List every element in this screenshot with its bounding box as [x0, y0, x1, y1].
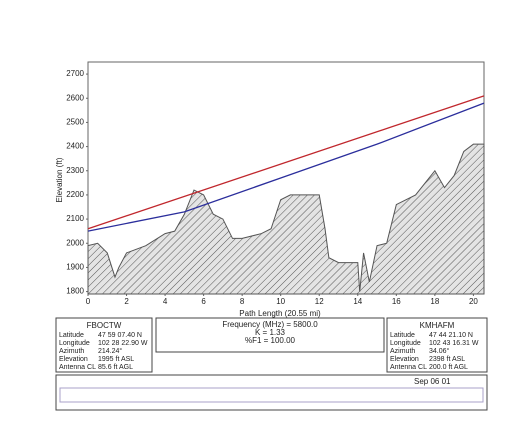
field-value: 1995 ft ASL [98, 356, 134, 363]
x-tick-label: 14 [353, 297, 362, 306]
y-tick-label: 2600 [66, 93, 84, 102]
x-tick-label: 18 [430, 297, 439, 306]
terrain [87, 143, 485, 295]
x-tick-label: 6 [201, 297, 206, 306]
field-value: 214.24° [98, 347, 122, 355]
field-value: 85.6 ft AGL [98, 364, 133, 371]
x-tick-label: 20 [469, 297, 478, 306]
y-tick-label: 2200 [66, 190, 84, 199]
y-tick-label: 2300 [66, 166, 84, 175]
y-tick-label: 2500 [66, 118, 84, 127]
field-value: 47 44 21.10 N [429, 332, 473, 339]
x-axis-label: Path Length (20.55 mi) [239, 309, 321, 318]
y-axis-label: Elevation (ft) [55, 157, 64, 202]
field-value: 102 28 22.90 W [98, 340, 148, 347]
line [87, 102, 485, 232]
site-name: KMHAFM [420, 321, 455, 330]
y-tick-label: 1800 [66, 287, 84, 296]
x-tick-label: 16 [392, 297, 401, 306]
x-tick-label: 2 [124, 297, 129, 306]
field-value: 34.06° [429, 347, 450, 355]
radio-line: %F1 = 100.00 [245, 336, 296, 345]
y-tick-label: 1900 [66, 263, 84, 272]
x-tick-label: 8 [240, 297, 245, 306]
field-value: 102 43 16.31 W [429, 340, 479, 347]
date: Sep 06 01 [414, 377, 451, 386]
radio-box [155, 317, 385, 353]
field-label: Longitude [390, 340, 421, 347]
field-label: Elevation [390, 356, 419, 363]
y-tick-label: 2000 [66, 238, 84, 247]
y-tick-label: 2100 [66, 214, 84, 223]
field-value: 47 59 07.40 N [98, 332, 142, 339]
field-label: Longitude [59, 340, 90, 347]
footer-bar [59, 387, 484, 403]
field-value: 200.0 ft AGL [429, 364, 468, 371]
field-label: Azimuth [390, 348, 415, 355]
y-tick-label: 2400 [66, 142, 84, 151]
field-label: Latitude [59, 332, 84, 339]
field-label: Elevation [59, 356, 88, 363]
radio-line: Frequency (MHz) = 5800.0 [222, 320, 318, 329]
y-tick-label: 2700 [66, 69, 84, 78]
radio-line: K = 1.33 [255, 328, 286, 337]
field-label: Azimuth [59, 348, 84, 355]
footer-box [55, 374, 488, 411]
site-name: FBOCTW [87, 321, 122, 330]
field-label: Antenna CL [390, 364, 427, 371]
x-tick-label: 0 [86, 297, 91, 306]
field-label: Antenna CL [59, 364, 96, 371]
line [87, 95, 485, 230]
field-label: Latitude [390, 332, 415, 339]
x-tick-label: 10 [276, 297, 285, 306]
field-value: 2398 ft ASL [429, 356, 465, 363]
site-box [386, 317, 488, 373]
x-tick-label: 12 [315, 297, 324, 306]
x-tick-label: 4 [163, 297, 168, 306]
site-box [55, 317, 153, 373]
